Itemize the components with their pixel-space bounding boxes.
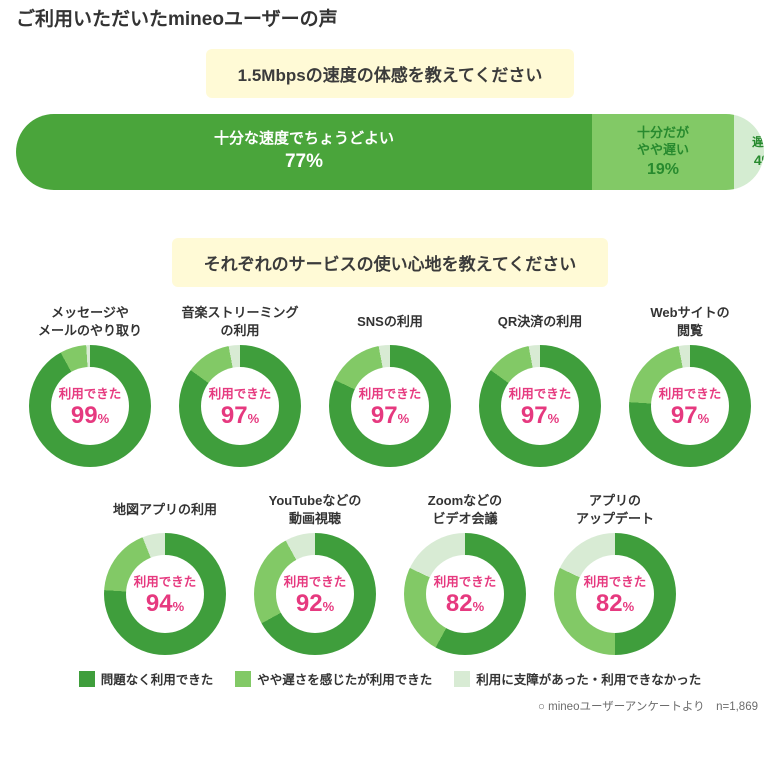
donut-center-label: 利用できた	[659, 383, 722, 402]
donut-center-label: 利用できた	[509, 383, 572, 402]
donut-title: YouTubeなどの 動画視聴	[269, 491, 362, 529]
donut-title: 地図アプリの利用	[113, 491, 217, 529]
donut-chart: 利用できた97%	[479, 345, 601, 467]
donut-center-value: 97%	[371, 402, 409, 430]
donut-center-value: 97%	[671, 402, 709, 430]
donut-cell: YouTubeなどの 動画視聴利用できた92%	[242, 491, 388, 655]
bar-segment-value: 19%	[647, 159, 679, 181]
legend: 問題なく利用できた やや遅さを感じたが利用できた 利用に支障があった・利用できなかっ…	[16, 669, 764, 688]
donut-title: Zoomなどの ビデオ会議	[428, 491, 502, 529]
donut-center-label: 利用できた	[59, 383, 122, 402]
donut-chart: 利用できた82%	[404, 533, 526, 655]
donut-cell: メッセージや メールのやり取り利用できた99%	[17, 303, 163, 467]
donut-center: 利用できた82%	[576, 555, 654, 633]
donut-center-value: 99%	[71, 402, 109, 430]
donut-center: 利用できた97%	[651, 367, 729, 445]
page-title: ご利用いただいたmineoユーザーの声	[16, 4, 764, 31]
donut-cell: Webサイトの 閲覧利用できた97%	[617, 303, 763, 467]
donut-center-label: 利用できた	[134, 571, 197, 590]
legend-item: 利用に支障があった・利用できなかった	[454, 669, 701, 688]
legend-label: やや遅さを感じたが利用できた	[257, 669, 432, 688]
bar-segment-value: 4%	[754, 151, 764, 170]
donut-cell: 地図アプリの利用利用できた94%	[92, 491, 238, 655]
bar-segment-label: 十分だが やや遅い	[637, 124, 689, 159]
donut-chart: 利用できた94%	[104, 533, 226, 655]
donut-cell: Zoomなどの ビデオ会議利用できた82%	[392, 491, 538, 655]
donut-chart: 利用できた97%	[329, 345, 451, 467]
donut-center-label: 利用できた	[284, 571, 347, 590]
donut-cell: アプリの アップデート利用できた82%	[542, 491, 688, 655]
donut-center-label: 利用できた	[434, 571, 497, 590]
donut-title: SNSの利用	[357, 303, 423, 341]
donut-cell: QR決済の利用利用できた97%	[467, 303, 613, 467]
question-service: それぞれのサービスの使い心地を教えてください	[172, 238, 609, 287]
donut-chart: 利用できた97%	[629, 345, 751, 467]
donut-center: 利用できた97%	[351, 367, 429, 445]
legend-swatch	[454, 671, 470, 687]
bar-segment: 遅い4%	[734, 114, 764, 190]
donut-center: 利用できた94%	[126, 555, 204, 633]
donut-center: 利用できた92%	[276, 555, 354, 633]
donut-chart: 利用できた97%	[179, 345, 301, 467]
donut-center: 利用できた97%	[201, 367, 279, 445]
legend-label: 問題なく利用できた	[101, 669, 214, 688]
donut-center: 利用できた97%	[501, 367, 579, 445]
question-speed: 1.5Mbpsの速度の体感を教えてください	[206, 49, 575, 98]
donut-center-label: 利用できた	[209, 383, 272, 402]
donut-title: アプリの アップデート	[576, 491, 654, 529]
legend-swatch	[79, 671, 95, 687]
bar-segment-label: 十分な速度でちょうどよい	[214, 129, 394, 149]
donut-chart: 利用できた82%	[554, 533, 676, 655]
legend-item: 問題なく利用できた	[79, 669, 214, 688]
footnote: ○ mineoユーザーアンケートより n=1,869	[16, 698, 764, 714]
donut-title: QR決済の利用	[498, 303, 583, 341]
donut-center-label: 利用できた	[359, 383, 422, 402]
speed-bar-chart: 十分な速度でちょうどよい77%十分だが やや遅い19%遅い4%	[16, 114, 764, 190]
donut-center-value: 94%	[146, 590, 184, 618]
bar-segment: 十分だが やや遅い19%	[592, 114, 734, 190]
legend-item: やや遅さを感じたが利用できた	[235, 669, 432, 688]
donut-chart: 利用できた99%	[29, 345, 151, 467]
donut-center: 利用できた99%	[51, 367, 129, 445]
bar-segment-value: 77%	[285, 149, 323, 175]
bar-segment-label: 遅い	[752, 134, 764, 150]
donut-center-value: 82%	[446, 590, 484, 618]
bar-segment: 十分な速度でちょうどよい77%	[16, 114, 592, 190]
donut-center-value: 82%	[596, 590, 634, 618]
donut-title: 音楽ストリーミング の利用	[181, 303, 298, 341]
donut-center-value: 97%	[221, 402, 259, 430]
donut-cell: SNSの利用利用できた97%	[317, 303, 463, 467]
donut-title: Webサイトの 閲覧	[650, 303, 729, 341]
donut-center-value: 92%	[296, 590, 334, 618]
donut-center-label: 利用できた	[584, 571, 647, 590]
legend-swatch	[235, 671, 251, 687]
donut-center-value: 97%	[521, 402, 559, 430]
donut-title: メッセージや メールのやり取り	[38, 303, 142, 341]
legend-label: 利用に支障があった・利用できなかった	[476, 669, 701, 688]
donut-cell: 音楽ストリーミング の利用利用できた97%	[167, 303, 313, 467]
donut-center: 利用できた82%	[426, 555, 504, 633]
donut-chart: 利用できた92%	[254, 533, 376, 655]
donut-grid: メッセージや メールのやり取り利用できた99%音楽ストリーミング の利用利用でき…	[16, 303, 764, 655]
